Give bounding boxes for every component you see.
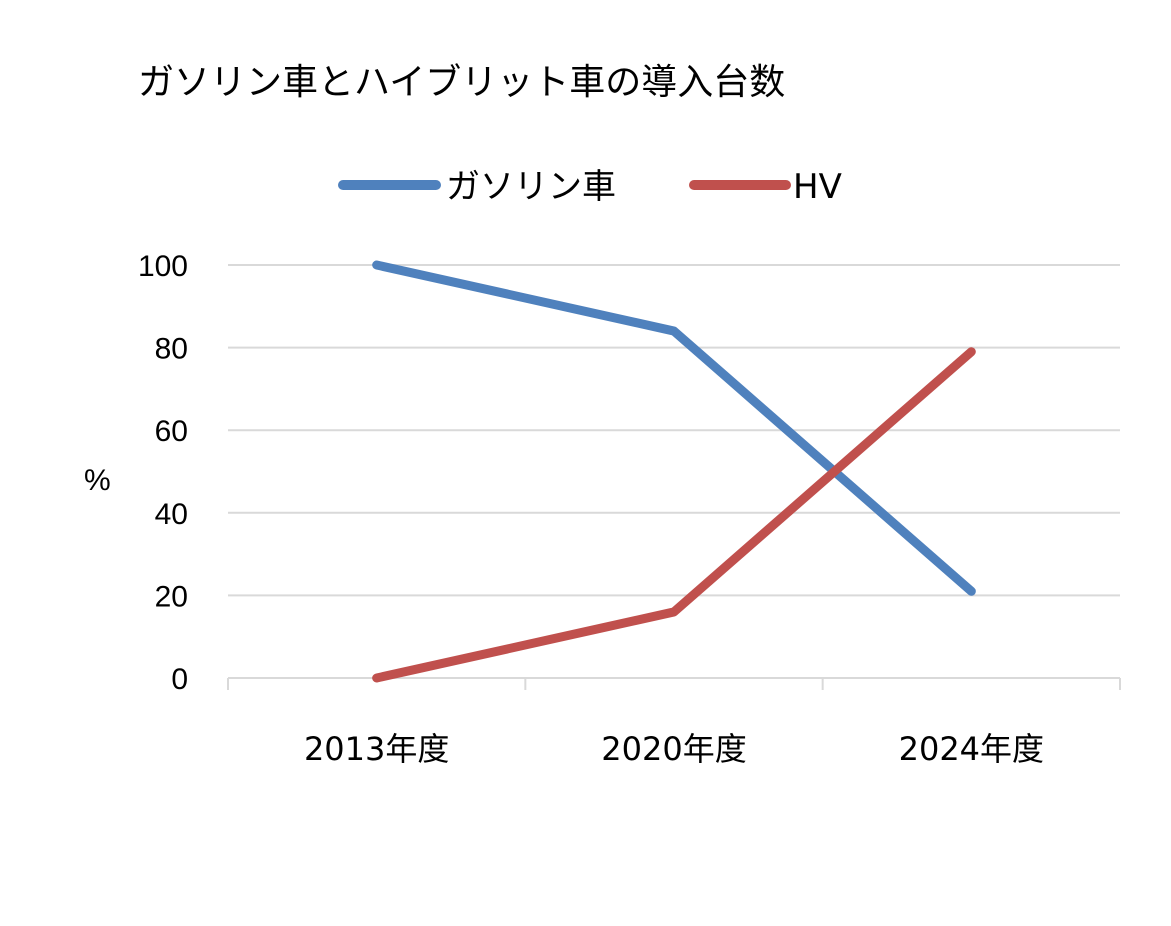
x-tick-label: 2013年度: [304, 730, 449, 768]
chart-title: ガソリン車とハイブリット車の導入台数: [138, 62, 785, 103]
x-axis-labels: 2013年度 2020年度 2024年度: [304, 730, 1044, 768]
series-layer: [372, 260, 976, 683]
y-tick-label: 60: [155, 415, 188, 448]
legend-label: ガソリン車: [446, 167, 616, 207]
legend: ガソリン車 HV: [338, 167, 842, 207]
x-tick-label: 2020年度: [601, 730, 746, 768]
gridlines: [228, 264, 1120, 597]
x-tick-label: 2024年度: [899, 730, 1044, 768]
legend-label: HV: [793, 167, 842, 207]
y-axis-ticks: 0 20 40 60 80 100: [138, 250, 188, 696]
x-axis: [227, 677, 1121, 690]
y-tick-label: 80: [155, 333, 188, 366]
y-tick-label: 100: [138, 250, 188, 283]
y-tick-label: 0: [171, 663, 188, 696]
y-tick-label: 20: [155, 580, 188, 613]
y-axis-label: %: [84, 464, 111, 497]
y-tick-label: 40: [155, 498, 188, 531]
